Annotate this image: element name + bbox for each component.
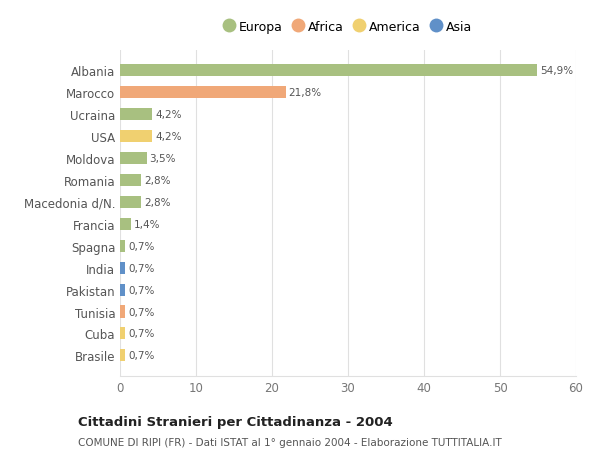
Text: 2,8%: 2,8% xyxy=(145,176,171,185)
Bar xyxy=(120,153,146,165)
Text: 0,7%: 0,7% xyxy=(128,241,155,251)
Bar xyxy=(120,218,131,230)
Text: 0,7%: 0,7% xyxy=(128,263,155,273)
Text: 3,5%: 3,5% xyxy=(149,154,176,164)
Legend: Europa, Africa, America, Asia: Europa, Africa, America, Asia xyxy=(220,17,476,38)
Bar xyxy=(120,131,152,143)
Text: 1,4%: 1,4% xyxy=(134,219,160,230)
Bar xyxy=(120,328,125,340)
Text: 0,7%: 0,7% xyxy=(128,285,155,295)
Bar xyxy=(120,240,125,252)
Bar xyxy=(120,196,141,208)
Text: Cittadini Stranieri per Cittadinanza - 2004: Cittadini Stranieri per Cittadinanza - 2… xyxy=(78,415,393,428)
Bar xyxy=(120,262,125,274)
Text: 0,7%: 0,7% xyxy=(128,329,155,339)
Bar xyxy=(120,284,125,296)
Text: 4,2%: 4,2% xyxy=(155,132,181,142)
Text: 54,9%: 54,9% xyxy=(540,67,574,76)
Bar xyxy=(120,174,141,187)
Text: 0,7%: 0,7% xyxy=(128,307,155,317)
Bar xyxy=(120,87,286,99)
Text: 4,2%: 4,2% xyxy=(155,110,181,120)
Bar xyxy=(120,306,125,318)
Bar xyxy=(120,350,125,362)
Bar xyxy=(120,109,152,121)
Text: 2,8%: 2,8% xyxy=(145,197,171,207)
Text: 21,8%: 21,8% xyxy=(289,88,322,98)
Text: 0,7%: 0,7% xyxy=(128,351,155,360)
Bar xyxy=(120,65,537,77)
Text: COMUNE DI RIPI (FR) - Dati ISTAT al 1° gennaio 2004 - Elaborazione TUTTITALIA.IT: COMUNE DI RIPI (FR) - Dati ISTAT al 1° g… xyxy=(78,437,502,447)
